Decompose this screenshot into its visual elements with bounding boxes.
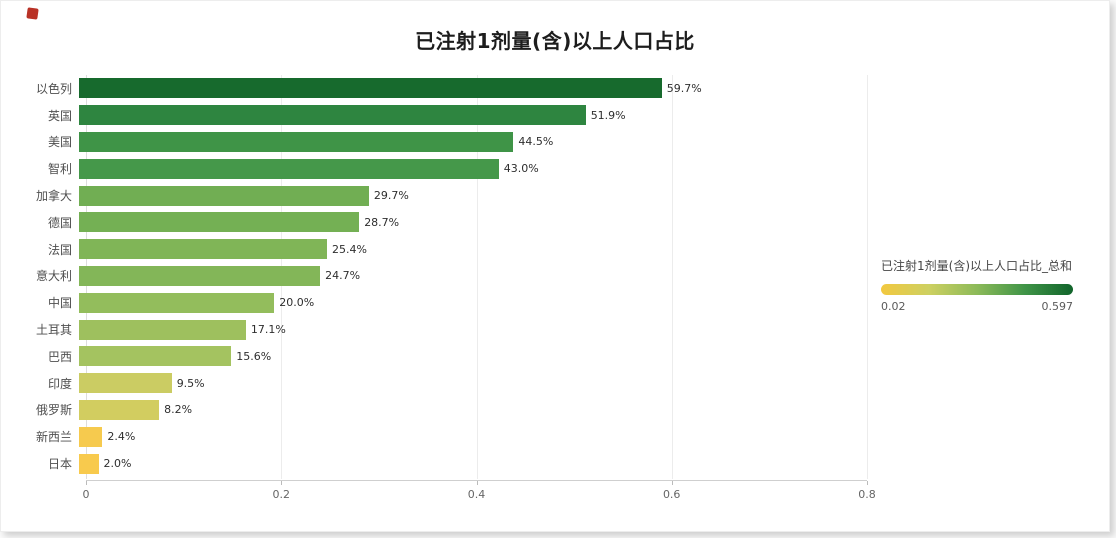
bar-row: 法国 25.4% bbox=[7, 236, 702, 263]
value-label: 24.7% bbox=[325, 269, 361, 283]
value-label: 2.0% bbox=[103, 457, 132, 471]
bar[interactable] bbox=[79, 212, 360, 233]
plot-rows: 以色列 59.7% 英国 51.9% 美国 44.5% 智利 43.0% 加拿大 29.7% 德国 2… bbox=[7, 75, 702, 477]
bar[interactable] bbox=[79, 453, 99, 474]
category-label: 新西兰 bbox=[35, 430, 72, 445]
category-label: 德国 bbox=[47, 215, 72, 230]
bar-row: 智利 43.0% bbox=[7, 155, 702, 182]
x-tick-mark bbox=[281, 481, 283, 485]
category-label: 英国 bbox=[47, 108, 72, 123]
bar[interactable] bbox=[79, 105, 586, 126]
x-tick-label: 0.2 bbox=[272, 488, 291, 501]
bar-row: 以色列 59.7% bbox=[7, 75, 702, 102]
bar[interactable] bbox=[79, 158, 499, 179]
corner-mark bbox=[26, 7, 39, 20]
x-tick-label: 0 bbox=[82, 488, 90, 501]
value-label: 25.4% bbox=[332, 242, 367, 256]
category-label: 俄罗斯 bbox=[35, 403, 72, 418]
category-label: 土耳其 bbox=[35, 323, 72, 338]
chart-title: 已注射1剂量(含)以上人口占比 bbox=[415, 29, 695, 53]
value-label: 51.9% bbox=[590, 108, 626, 122]
legend: 已注射1剂量(含)以上人口占比_总和 0.02 0.597 bbox=[881, 257, 1091, 313]
bar-row: 美国 44.5% bbox=[7, 129, 702, 156]
value-label: 17.1% bbox=[250, 323, 286, 337]
x-axis: 0 0.2 0.4 0.6 0.8 bbox=[82, 481, 876, 505]
bar[interactable] bbox=[79, 319, 246, 340]
value-label: 2.4% bbox=[107, 430, 136, 444]
x-tick-mark bbox=[86, 481, 87, 485]
category-label: 智利 bbox=[47, 162, 72, 177]
category-label: 以色列 bbox=[35, 81, 72, 96]
bar[interactable] bbox=[79, 239, 327, 260]
value-label: 20.0% bbox=[279, 296, 315, 310]
value-label: 43.0% bbox=[503, 162, 539, 176]
bar-row: 土耳其 17.1% bbox=[7, 316, 702, 343]
legend-gradient[interactable] bbox=[881, 284, 1073, 295]
bar[interactable] bbox=[79, 373, 172, 394]
value-label: 28.7% bbox=[364, 215, 400, 229]
bar-row: 巴西 15.6% bbox=[7, 343, 702, 370]
bar-row: 日本 2.0% bbox=[7, 450, 702, 477]
bar[interactable] bbox=[79, 185, 369, 206]
bar-row: 印度 9.5% bbox=[7, 370, 702, 397]
bar-row: 俄罗斯 8.2% bbox=[7, 397, 702, 424]
x-axis-line bbox=[86, 480, 867, 481]
bar-row: 意大利 24.7% bbox=[7, 263, 702, 290]
bar[interactable] bbox=[79, 78, 662, 99]
bar[interactable] bbox=[79, 426, 103, 447]
category-label: 法国 bbox=[47, 242, 72, 257]
category-label: 印度 bbox=[47, 376, 72, 391]
legend-title: 已注射1剂量(含)以上人口占比_总和 bbox=[881, 259, 1072, 273]
category-label: 美国 bbox=[47, 135, 72, 150]
bar[interactable] bbox=[79, 265, 321, 286]
x-tick-mark bbox=[671, 481, 673, 485]
value-label: 8.2% bbox=[164, 403, 193, 417]
category-label: 日本 bbox=[47, 457, 72, 472]
x-tick-mark bbox=[867, 481, 868, 485]
category-label: 加拿大 bbox=[35, 189, 72, 204]
value-label: 29.7% bbox=[373, 189, 409, 203]
bar-row: 中国 20.0% bbox=[7, 289, 702, 316]
bar-row: 加拿大 29.7% bbox=[7, 182, 702, 209]
x-tick-label: 0.6 bbox=[662, 488, 681, 501]
bar-row: 德国 28.7% bbox=[7, 209, 702, 236]
gridline bbox=[867, 75, 868, 479]
value-label: 9.5% bbox=[176, 376, 205, 390]
bar-row: 英国 51.9% bbox=[7, 102, 702, 129]
value-label: 44.5% bbox=[518, 135, 554, 149]
category-label: 意大利 bbox=[35, 269, 72, 284]
legend-range: 0.02 0.597 bbox=[881, 300, 1073, 313]
value-label: 59.7% bbox=[666, 81, 702, 95]
legend-min-label: 0.02 bbox=[881, 300, 906, 313]
legend-max-label: 0.597 bbox=[1041, 300, 1074, 313]
value-label: 15.6% bbox=[236, 349, 272, 363]
x-tick-label: 0.8 bbox=[858, 488, 876, 501]
bar-row: 新西兰 2.4% bbox=[7, 423, 702, 450]
bar[interactable] bbox=[79, 292, 275, 313]
category-label: 巴西 bbox=[47, 349, 72, 364]
bar[interactable] bbox=[79, 399, 160, 420]
x-tick-mark bbox=[476, 481, 478, 485]
bar[interactable] bbox=[79, 346, 232, 367]
x-tick-label: 0.4 bbox=[467, 488, 486, 501]
category-label: 中国 bbox=[47, 296, 72, 311]
bar[interactable] bbox=[79, 131, 514, 152]
